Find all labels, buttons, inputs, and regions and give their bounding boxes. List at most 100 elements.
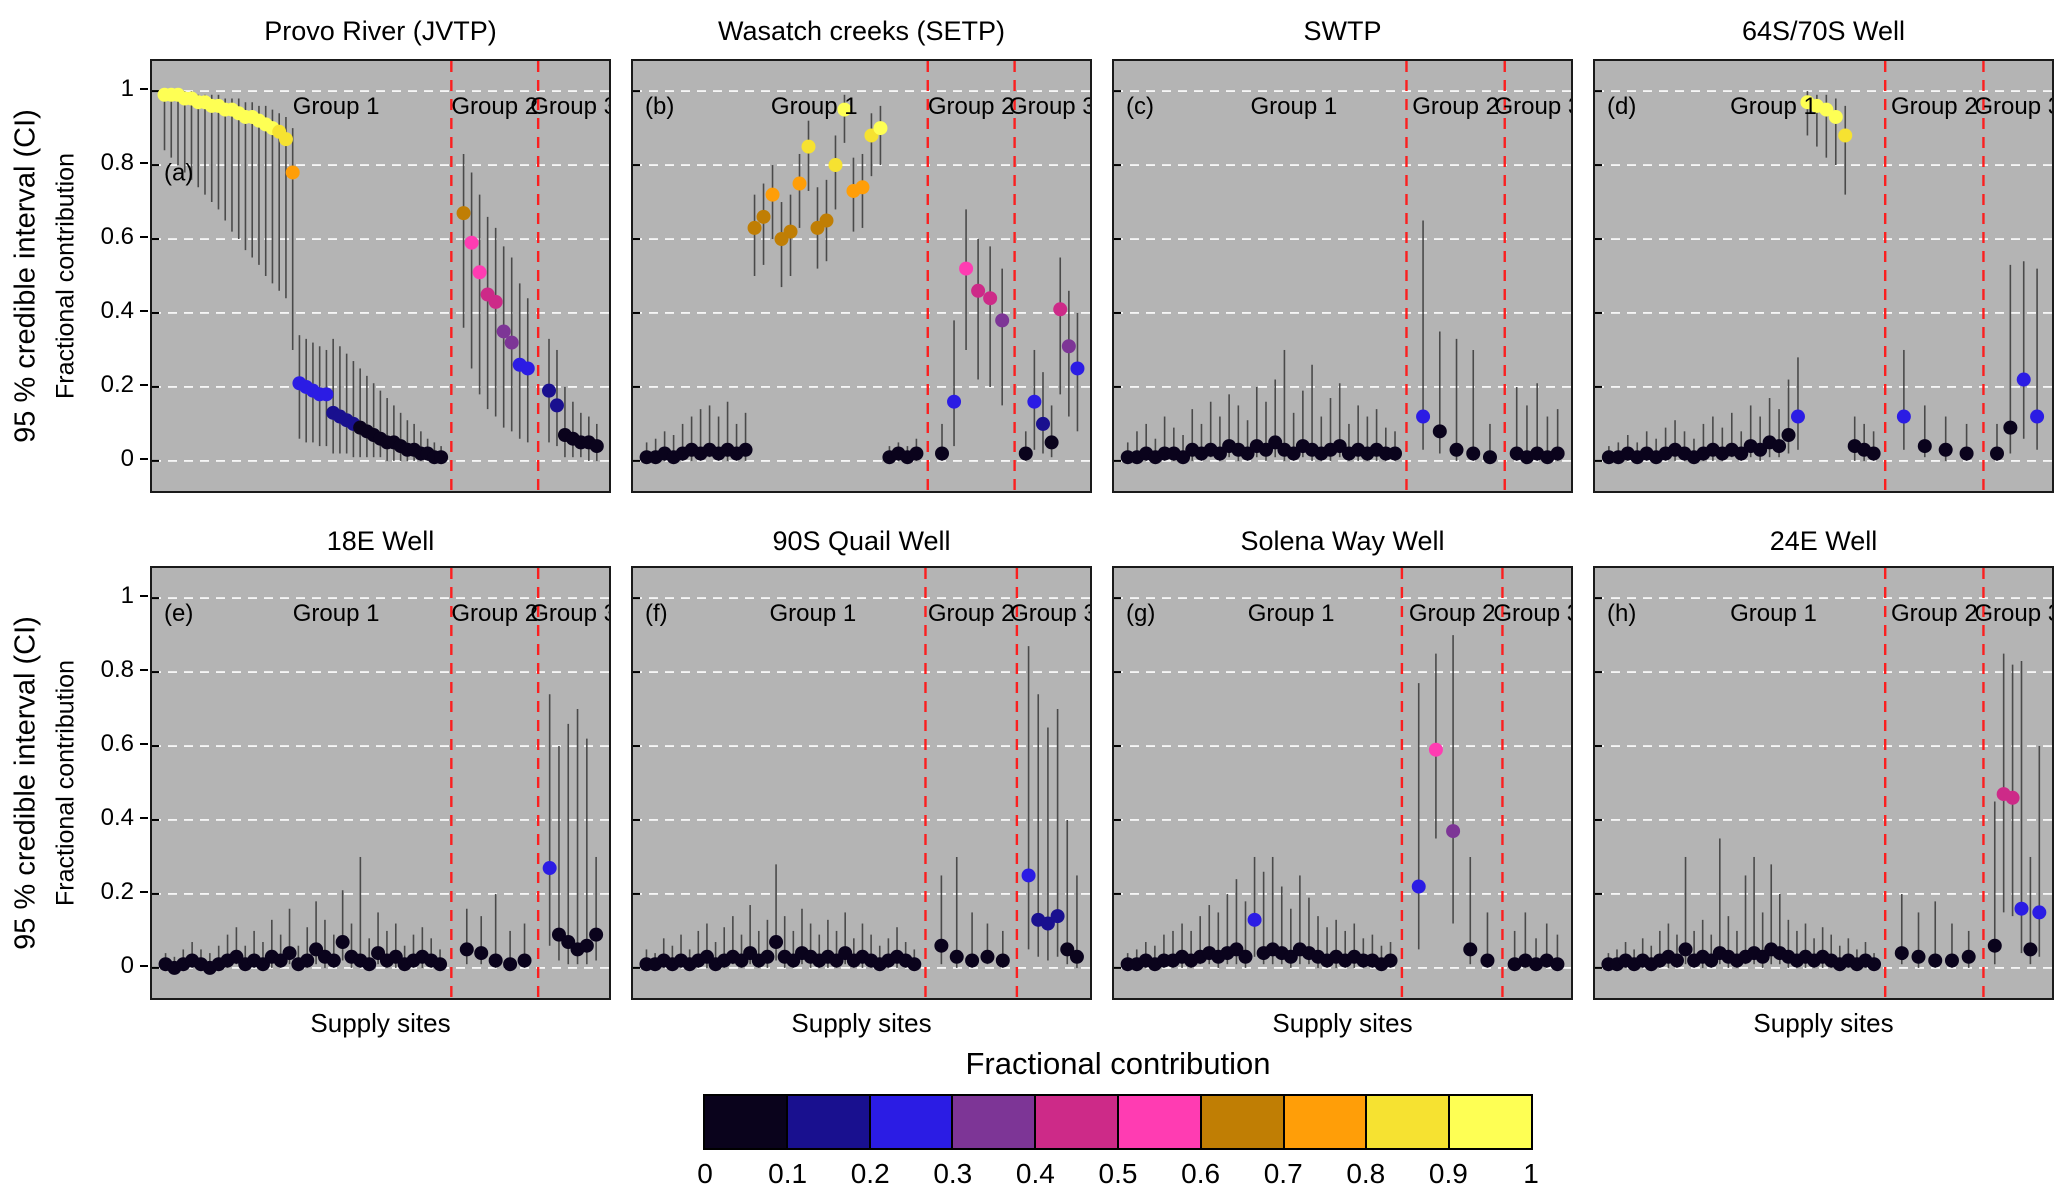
group-label: Group 1 xyxy=(1248,600,1335,627)
group-label: Group 3 xyxy=(1974,93,2052,120)
group-label: Group 2 xyxy=(1409,600,1496,627)
data-point xyxy=(760,949,775,964)
group-label: Group 1 xyxy=(293,600,380,627)
data-point xyxy=(1734,446,1749,461)
data-point xyxy=(433,957,448,972)
panel-letter: (d) xyxy=(1607,93,1636,120)
data-point xyxy=(278,132,293,147)
colorbar-segment xyxy=(787,1096,871,1148)
data-point xyxy=(995,953,1010,968)
x-axis-label-4: Supply sites xyxy=(1753,1008,1894,1038)
colorbar-tick-label: 0.5 xyxy=(1098,1158,1138,1189)
data-point xyxy=(801,139,816,154)
data-point xyxy=(285,165,300,180)
data-point xyxy=(1911,949,1926,964)
data-point xyxy=(1247,912,1262,927)
y-tick-mark xyxy=(140,816,148,819)
y-tick-mark xyxy=(140,162,148,165)
colorbar-tick-label: 0.8 xyxy=(1346,1158,1386,1189)
data-point xyxy=(983,291,998,306)
data-point xyxy=(1894,946,1909,961)
data-point xyxy=(747,220,762,235)
data-point xyxy=(971,283,986,298)
colorbar-segment xyxy=(1036,1096,1119,1148)
group-label: Group 1 xyxy=(1251,93,1338,120)
data-point xyxy=(434,450,449,465)
data-point xyxy=(1021,868,1036,883)
data-point xyxy=(1989,446,2004,461)
data-point xyxy=(1790,409,1805,424)
data-point xyxy=(488,953,503,968)
group-label: Group 2 xyxy=(1412,93,1499,120)
data-point xyxy=(934,938,949,953)
data-point xyxy=(2032,905,2047,920)
data-point xyxy=(464,235,479,250)
data-point xyxy=(2003,420,2018,435)
data-point xyxy=(1449,442,1464,457)
y-tick-mark xyxy=(140,595,148,598)
y-tick-mark xyxy=(140,236,148,239)
data-point xyxy=(488,294,503,309)
colorbar-segment xyxy=(1367,1096,1451,1148)
data-point xyxy=(542,383,557,398)
data-point xyxy=(579,938,594,953)
colorbar-tick-label: 0.7 xyxy=(1263,1158,1303,1189)
data-point xyxy=(1040,916,1055,931)
colorbar-segment xyxy=(1284,1096,1368,1148)
group-label: Group 1 xyxy=(770,600,857,627)
panel-title-18e-well: 18E Well xyxy=(326,526,435,556)
group-label: Group 1 xyxy=(293,93,380,120)
x-axis-label-2: Supply sites xyxy=(791,1008,932,1038)
data-point xyxy=(1069,949,1084,964)
colorbar-tick-label: 0.6 xyxy=(1181,1158,1221,1189)
colorbar-tick-label: 0.1 xyxy=(768,1158,808,1189)
data-point xyxy=(1938,442,1953,457)
data-point xyxy=(589,439,604,454)
data-point xyxy=(855,180,870,195)
data-point xyxy=(965,953,980,968)
x-axis-label-1: Supply sites xyxy=(310,1008,451,1038)
panel-letter: (b) xyxy=(645,93,674,120)
data-point xyxy=(947,394,962,409)
y-tick-label: 0.4 xyxy=(100,296,134,324)
data-point xyxy=(1027,394,1042,409)
panel-title-swtp: SWTP xyxy=(1303,16,1382,46)
group-label: Group 3 xyxy=(530,93,609,120)
data-point xyxy=(1388,446,1403,461)
colorbar-segment xyxy=(1450,1096,1531,1148)
colorbar-segment xyxy=(705,1096,788,1148)
colorbar-tick-label: 0.9 xyxy=(1428,1158,1468,1189)
data-point xyxy=(335,935,350,950)
data-point xyxy=(503,957,518,972)
data-point xyxy=(1060,942,1075,957)
data-point xyxy=(1819,102,1834,117)
data-point xyxy=(2014,901,2029,916)
data-point xyxy=(738,442,753,457)
data-point xyxy=(756,209,771,224)
data-point xyxy=(1446,824,1461,839)
data-point xyxy=(819,213,834,228)
data-point xyxy=(1944,953,1959,968)
data-point xyxy=(1383,953,1398,968)
data-point xyxy=(1518,953,1533,968)
group-label: Group 2 xyxy=(928,600,1015,627)
data-point xyxy=(1018,446,1033,461)
data-point xyxy=(2005,790,2020,805)
panel-letter: (c) xyxy=(1126,93,1154,120)
y-tick-mark xyxy=(140,88,148,91)
data-point xyxy=(1482,450,1497,465)
data-point xyxy=(1529,957,1544,972)
data-point xyxy=(1987,938,2002,953)
panel-90s-quail-well: (f) Group 1 Group 2 Group 3 xyxy=(631,566,1092,1000)
group-label: Group 2 xyxy=(1891,93,1978,120)
data-point xyxy=(319,387,334,402)
data-point xyxy=(1411,879,1426,894)
data-point xyxy=(1678,942,1693,957)
data-point xyxy=(980,949,995,964)
y-tick-label: 0.8 xyxy=(100,149,134,177)
